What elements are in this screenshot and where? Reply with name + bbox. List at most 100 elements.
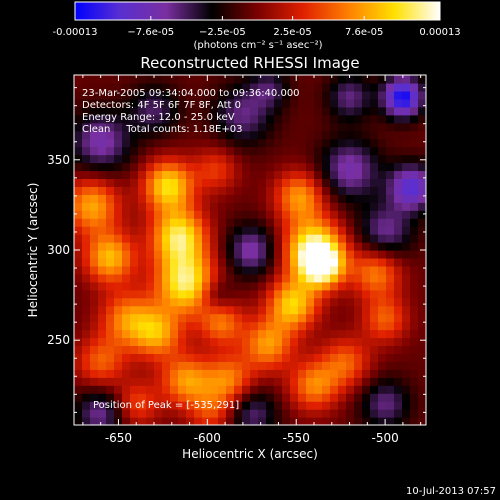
heatmap-cell bbox=[298, 250, 307, 259]
heatmap-cell bbox=[82, 154, 91, 164]
heatmap-cell bbox=[346, 313, 355, 323]
heatmap-cell bbox=[218, 242, 227, 251]
heatmap-cell bbox=[290, 417, 299, 425]
heatmap-cell bbox=[170, 178, 179, 187]
heatmap-cell bbox=[138, 393, 147, 402]
heatmap-cell bbox=[354, 226, 363, 235]
heatmap-cell bbox=[370, 313, 379, 323]
heatmap-cell bbox=[330, 178, 339, 187]
heatmap-cell bbox=[178, 393, 187, 402]
heatmap-cell bbox=[146, 257, 155, 267]
heatmap-cell bbox=[90, 257, 99, 267]
heatmap-cell bbox=[98, 273, 107, 283]
heatmap-cell bbox=[362, 289, 371, 299]
heatmap-cell bbox=[234, 257, 243, 267]
heatmap-cell bbox=[282, 122, 291, 132]
heatmap-cell bbox=[98, 289, 107, 299]
heatmap-cell bbox=[154, 178, 163, 187]
heatmap-cell bbox=[330, 273, 339, 283]
heatmap-cell bbox=[138, 234, 147, 243]
heatmap-cell bbox=[242, 154, 251, 164]
heatmap-cell bbox=[146, 170, 155, 179]
heatmap-cell bbox=[298, 114, 307, 124]
heatmap-cell bbox=[218, 297, 227, 307]
heatmap-cell bbox=[242, 281, 251, 291]
heatmap-cell bbox=[154, 257, 163, 267]
heatmap-cell bbox=[114, 146, 123, 156]
heatmap-cell bbox=[314, 130, 323, 140]
heatmap-cell bbox=[258, 162, 267, 172]
heatmap-cell bbox=[274, 361, 283, 370]
heatmap-cell bbox=[322, 321, 331, 331]
heatmap-cell bbox=[202, 393, 211, 402]
heatmap-cell bbox=[330, 75, 339, 84]
heatmap-cell bbox=[394, 170, 403, 179]
heatmap-cell bbox=[226, 361, 235, 370]
heatmap-cell bbox=[322, 162, 331, 172]
heatmap-cell bbox=[242, 90, 251, 100]
heatmap-cell bbox=[354, 210, 363, 219]
heatmap-cell bbox=[282, 305, 291, 315]
heatmap-cell bbox=[186, 321, 195, 331]
heatmap-cell bbox=[90, 417, 99, 425]
heatmap-cell bbox=[202, 297, 211, 307]
heatmap-cell bbox=[194, 385, 203, 394]
heatmap-cell bbox=[282, 289, 291, 299]
heatmap-cell bbox=[338, 377, 347, 386]
heatmap-cell bbox=[322, 345, 331, 354]
heatmap-cell bbox=[210, 305, 219, 315]
heatmap-cell bbox=[202, 75, 211, 84]
heatmap-cell bbox=[106, 250, 115, 259]
heatmap-cell bbox=[130, 345, 139, 354]
heatmap-cell bbox=[202, 305, 211, 315]
heatmap-cell bbox=[346, 353, 355, 362]
heatmap-cell bbox=[90, 162, 99, 172]
heatmap-cell bbox=[130, 138, 139, 148]
heatmap-cell bbox=[394, 265, 403, 275]
heatmap-cell bbox=[130, 353, 139, 362]
heatmap-cell bbox=[370, 162, 379, 172]
heatmap-cell bbox=[290, 385, 299, 394]
heatmap-cell bbox=[90, 305, 99, 315]
heatmap-cell bbox=[394, 393, 403, 402]
heatmap-cell bbox=[338, 250, 347, 259]
heatmap-cell bbox=[266, 401, 275, 410]
heatmap-cell bbox=[394, 377, 403, 386]
heatmap-cell bbox=[410, 170, 419, 179]
heatmap-cell bbox=[290, 369, 299, 378]
heatmap-cell bbox=[314, 218, 323, 227]
heatmap-cell bbox=[298, 265, 307, 275]
heatmap-cell bbox=[386, 417, 395, 425]
heatmap-cell bbox=[98, 170, 107, 179]
heatmap-cell bbox=[106, 369, 115, 378]
heatmap-cell bbox=[338, 393, 347, 402]
heatmap-cell bbox=[330, 138, 339, 148]
heatmap-cell bbox=[282, 162, 291, 172]
heatmap-cell bbox=[266, 289, 275, 299]
heatmap-cell bbox=[242, 369, 251, 378]
heatmap-cell bbox=[170, 186, 179, 195]
heatmap-cell bbox=[138, 114, 147, 124]
heatmap-cell bbox=[242, 75, 251, 84]
heatmap-cell bbox=[114, 273, 123, 283]
heatmap-cell bbox=[74, 257, 83, 267]
heatmap-cell bbox=[226, 385, 235, 394]
heatmap-cell bbox=[274, 75, 283, 84]
heatmap-cell bbox=[290, 114, 299, 124]
heatmap-cell bbox=[274, 218, 283, 227]
heatmap-cell bbox=[194, 297, 203, 307]
heatmap-cell bbox=[370, 226, 379, 235]
heatmap-cell bbox=[98, 202, 107, 211]
heatmap-cell bbox=[250, 82, 259, 92]
y-axis-label: Heliocentric Y (arcsec) bbox=[26, 183, 40, 318]
heatmap-cell bbox=[330, 154, 339, 164]
heatmap-cell bbox=[386, 194, 395, 203]
heatmap-cell bbox=[362, 186, 371, 195]
heatmap-cell bbox=[74, 122, 83, 132]
heatmap-cell bbox=[298, 146, 307, 156]
heatmap-cell bbox=[242, 409, 251, 418]
heatmap-cell bbox=[370, 218, 379, 227]
heatmap-cell bbox=[162, 186, 171, 195]
heatmap-cell bbox=[322, 146, 331, 156]
heatmap-cell bbox=[282, 106, 291, 116]
